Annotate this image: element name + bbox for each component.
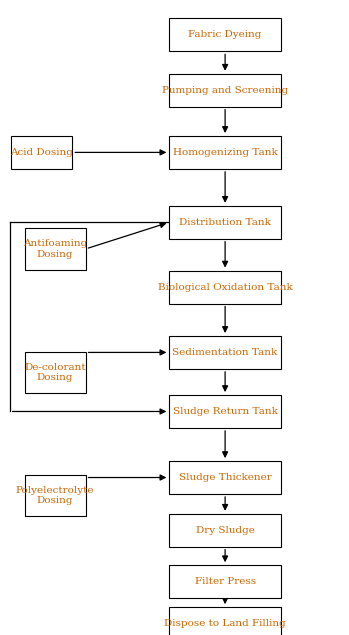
Text: De-colorant
Dosing: De-colorant Dosing (24, 363, 86, 382)
Bar (24, 475, 86, 516)
Text: Fabric Dyeing: Fabric Dyeing (188, 30, 262, 39)
Bar (11, 136, 72, 169)
Bar (169, 395, 281, 428)
Text: Pumping and Screening: Pumping and Screening (162, 86, 288, 95)
Bar (169, 336, 281, 369)
Text: Acid Dosing: Acid Dosing (10, 148, 73, 157)
Bar (169, 206, 281, 239)
Bar (169, 271, 281, 304)
Bar (169, 461, 281, 494)
Bar (169, 74, 281, 107)
Bar (24, 352, 86, 394)
Text: Dry Sludge: Dry Sludge (196, 526, 254, 535)
Text: Sludge Return Tank: Sludge Return Tank (173, 407, 277, 416)
Text: Sludge Thickener: Sludge Thickener (179, 473, 272, 482)
Text: Dispose to Land Filling: Dispose to Land Filling (164, 619, 286, 628)
Text: Antifoaming
Dosing: Antifoaming Dosing (23, 239, 87, 258)
Text: Distribution Tank: Distribution Tank (179, 218, 271, 227)
Text: Homogenizing Tank: Homogenizing Tank (173, 148, 277, 157)
Text: Biological Oxidation Tank: Biological Oxidation Tank (158, 283, 292, 291)
Bar (24, 228, 86, 269)
Bar (169, 607, 281, 635)
Text: Polyelectrolyte
Dosing: Polyelectrolyte Dosing (16, 486, 94, 505)
Bar (169, 514, 281, 547)
Text: Filter Press: Filter Press (194, 577, 256, 586)
Bar (169, 136, 281, 169)
Bar (169, 565, 281, 598)
Bar (169, 18, 281, 51)
Text: Sedimentation Tank: Sedimentation Tank (172, 348, 278, 357)
